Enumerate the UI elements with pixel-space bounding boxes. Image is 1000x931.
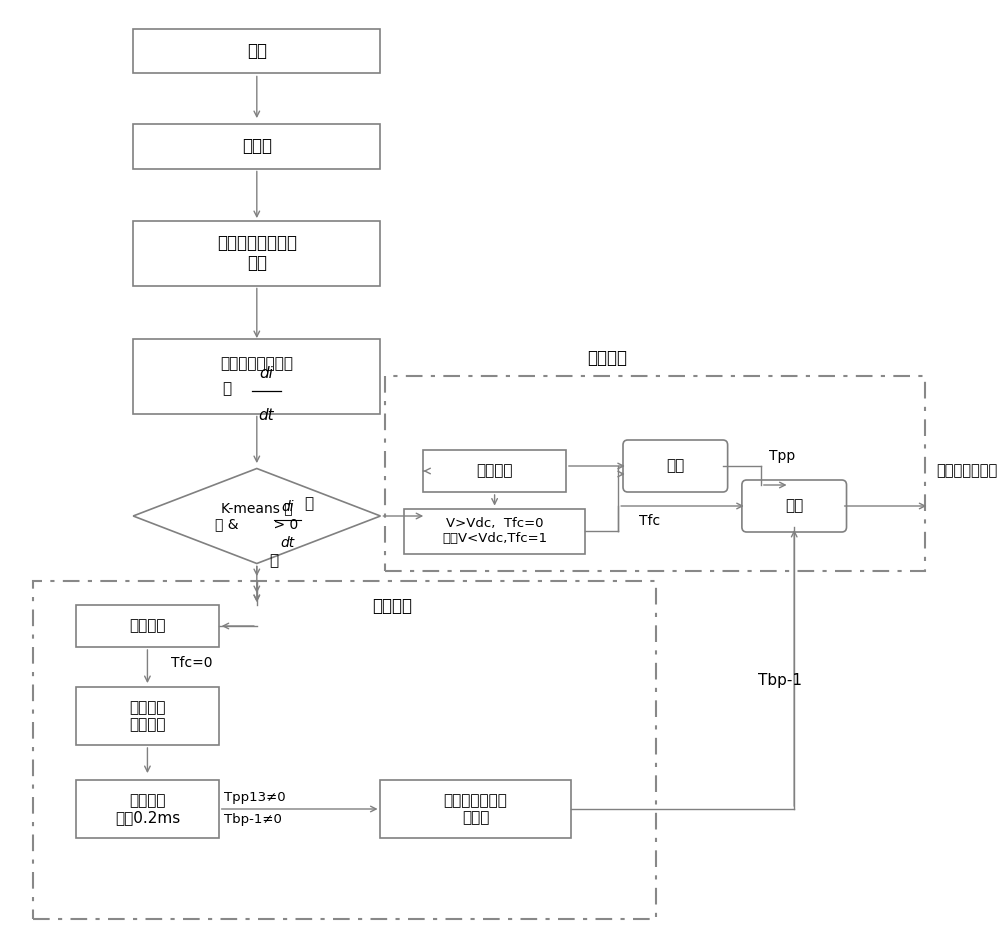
- Text: 等待超调
时间0.2ms: 等待超调 时间0.2ms: [115, 793, 180, 825]
- Text: 后向故障: 后向故障: [372, 597, 412, 615]
- Text: 是: 是: [305, 496, 314, 511]
- Text: 触发后备保护动
作信号: 触发后备保护动 作信号: [444, 793, 508, 825]
- Text: Tbp-1≠0: Tbp-1≠0: [224, 813, 281, 826]
- Text: 前向故障: 前向故障: [587, 349, 627, 367]
- Text: 断路器开断信号: 断路器开断信号: [936, 464, 997, 479]
- Text: 前向故障: 前向故障: [476, 464, 513, 479]
- Text: 初级保护
动作失败: 初级保护 动作失败: [129, 700, 166, 732]
- Text: V>Vdc,  Tfc=0
或者V<Vdc,Tfc=1: V>Vdc, Tfc=0 或者V<Vdc,Tfc=1: [442, 517, 547, 545]
- FancyBboxPatch shape: [133, 29, 380, 74]
- Text: 计算阈值电流电压: 计算阈值电流电压: [220, 357, 293, 371]
- Text: Tpp13≠0: Tpp13≠0: [224, 790, 285, 803]
- Text: 和: 和: [222, 382, 231, 397]
- FancyBboxPatch shape: [742, 480, 847, 532]
- FancyBboxPatch shape: [76, 687, 219, 745]
- Text: Tfc: Tfc: [639, 514, 660, 528]
- Text: dt: dt: [259, 408, 274, 423]
- Text: Tbp-1: Tbp-1: [758, 673, 802, 689]
- FancyBboxPatch shape: [133, 221, 380, 286]
- Text: 开始: 开始: [247, 42, 267, 60]
- Text: 获取线路电压电流
数据: 获取线路电压电流 数据: [217, 234, 297, 273]
- Text: 后向故障: 后向故障: [129, 618, 166, 633]
- FancyBboxPatch shape: [404, 508, 585, 554]
- FancyBboxPatch shape: [623, 440, 728, 492]
- Text: K-means 分
类 &        > 0: K-means 分 类 & > 0: [215, 501, 298, 531]
- Text: di: di: [259, 366, 273, 381]
- FancyBboxPatch shape: [133, 339, 380, 413]
- FancyBboxPatch shape: [133, 124, 380, 169]
- FancyBboxPatch shape: [423, 450, 566, 492]
- Polygon shape: [133, 468, 380, 563]
- Text: di: di: [281, 500, 294, 514]
- FancyBboxPatch shape: [380, 780, 571, 838]
- Text: 初始化: 初始化: [242, 137, 272, 155]
- Text: Tfc=0: Tfc=0: [171, 656, 213, 670]
- Text: 或门: 或门: [785, 498, 803, 514]
- Text: 否: 否: [269, 554, 278, 569]
- FancyBboxPatch shape: [76, 605, 219, 647]
- Text: dt: dt: [280, 536, 294, 550]
- FancyBboxPatch shape: [76, 780, 219, 838]
- Text: Tpp: Tpp: [769, 449, 795, 463]
- Text: 与门: 与门: [666, 458, 684, 474]
